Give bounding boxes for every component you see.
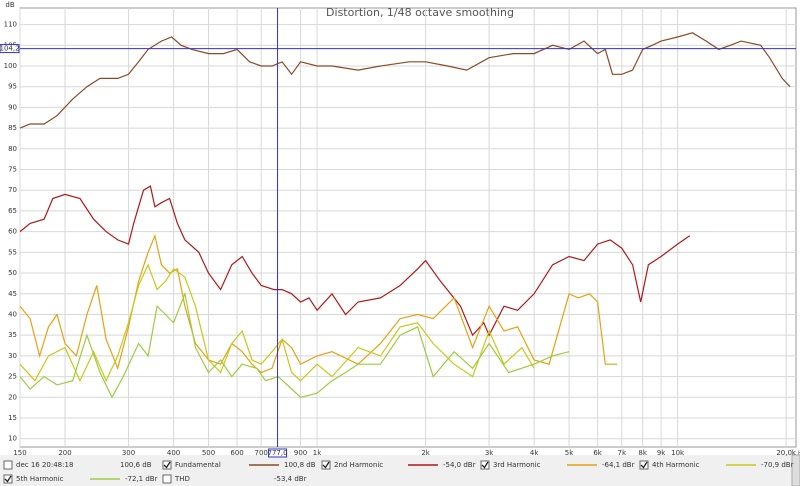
y-tick-label: 70 — [8, 186, 17, 194]
chart-title: Distortion, 1/48 octave smoothing — [326, 6, 514, 19]
legend-readout: -72,1 dBr — [125, 475, 158, 483]
legend-name: 4th Harmonic — [652, 461, 700, 469]
x-tick-label: 6k — [593, 449, 602, 457]
legend-checkbox[interactable] — [321, 460, 331, 470]
x-tick-label: 150 — [13, 449, 26, 457]
series-line — [19, 263, 535, 383]
legend-checkbox[interactable] — [3, 460, 13, 470]
x-axis-unit: Hz — [798, 451, 800, 457]
series-line — [19, 291, 570, 399]
x-tick-label: 10k — [671, 449, 685, 457]
x-tick-label: 1k — [313, 449, 322, 457]
y-tick-label: 15 — [8, 414, 17, 422]
x-tick-label: 500 — [202, 449, 215, 457]
legend-readout: -53,4 dBr — [274, 475, 307, 483]
plot-area — [19, 7, 797, 448]
legend-check — [163, 461, 171, 469]
y-tick-label: 75 — [8, 166, 17, 174]
y-tick-label: 55 — [8, 248, 17, 256]
cursor-x-label: 777,0 — [268, 449, 288, 457]
legend-checkbox[interactable] — [162, 474, 172, 484]
y-tick-label: 30 — [8, 352, 17, 360]
series-line — [19, 32, 791, 129]
legend-checkbox[interactable] — [480, 460, 490, 470]
y-axis-label: dB — [5, 1, 14, 9]
y-tick-label: 100 — [4, 62, 17, 70]
y-tick-label: 80 — [8, 145, 17, 153]
legend-name: 2nd Harmonic — [334, 461, 383, 469]
y-tick-label: 10 — [8, 435, 17, 443]
legend-name: 5th Harmonic — [16, 475, 64, 483]
y-tick-label: 50 — [8, 269, 17, 277]
y-tick-label: 85 — [8, 124, 17, 132]
legend-checkbox[interactable] — [162, 460, 172, 470]
y-tick-label: 65 — [8, 207, 17, 215]
cursor-y-label: 104,2 — [0, 45, 20, 53]
series-line — [19, 185, 691, 337]
legend-check — [322, 461, 330, 469]
y-tick-label: 45 — [8, 290, 17, 298]
y-tick-label: 110 — [4, 21, 17, 29]
legend-readout: -70,9 dBr — [761, 461, 794, 469]
cursor-x-box — [268, 448, 288, 458]
legend-name: Fundamental — [175, 461, 221, 469]
y-tick-label: 40 — [8, 310, 17, 318]
x-tick-label: 5k — [565, 449, 574, 457]
x-tick-label: 600 — [230, 449, 243, 457]
y-tick-label: 60 — [8, 228, 17, 236]
scrollbar[interactable] — [791, 454, 800, 486]
y-tick-label: 35 — [8, 331, 17, 339]
legend-check — [481, 461, 489, 469]
legend-name: dec 16 20:48:18 — [16, 461, 73, 469]
x-tick-label: 900 — [294, 449, 307, 457]
x-tick-label: 4k — [530, 449, 539, 457]
y-tick-label: 25 — [8, 373, 17, 381]
x-tick-label: 2k — [421, 449, 430, 457]
x-tick-label: 400 — [167, 449, 180, 457]
legend-check — [4, 475, 12, 483]
cursor-y-box — [0, 44, 20, 54]
x-tick-label: 200 — [58, 449, 71, 457]
x-tick-label: 3k — [485, 449, 494, 457]
x-tick-label: 700 — [255, 449, 268, 457]
y-tick-label: 20 — [8, 393, 17, 401]
legend-readout: -64,1 dBr — [602, 461, 635, 469]
legend-check — [640, 461, 648, 469]
legend-checkbox[interactable] — [3, 474, 13, 484]
y-tick-label: 95 — [8, 83, 17, 91]
legend-checkbox[interactable] — [639, 460, 649, 470]
legend-readout: 100,6 dB — [120, 461, 152, 469]
legend-readout: -54,0 dBr — [443, 461, 476, 469]
legend-panel — [0, 455, 800, 486]
x-tick-label: 8k — [638, 449, 647, 457]
x-tick-label: 20,0k — [776, 449, 797, 457]
x-tick-label: 9k — [657, 449, 666, 457]
legend-name: 3rd Harmonic — [493, 461, 541, 469]
legend-readout: 100,8 dB — [284, 461, 316, 469]
legend-name: THD — [174, 475, 190, 483]
y-tick-label: 90 — [8, 103, 17, 111]
x-tick-label: 7k — [617, 449, 626, 457]
x-tick-label: 300 — [122, 449, 135, 457]
